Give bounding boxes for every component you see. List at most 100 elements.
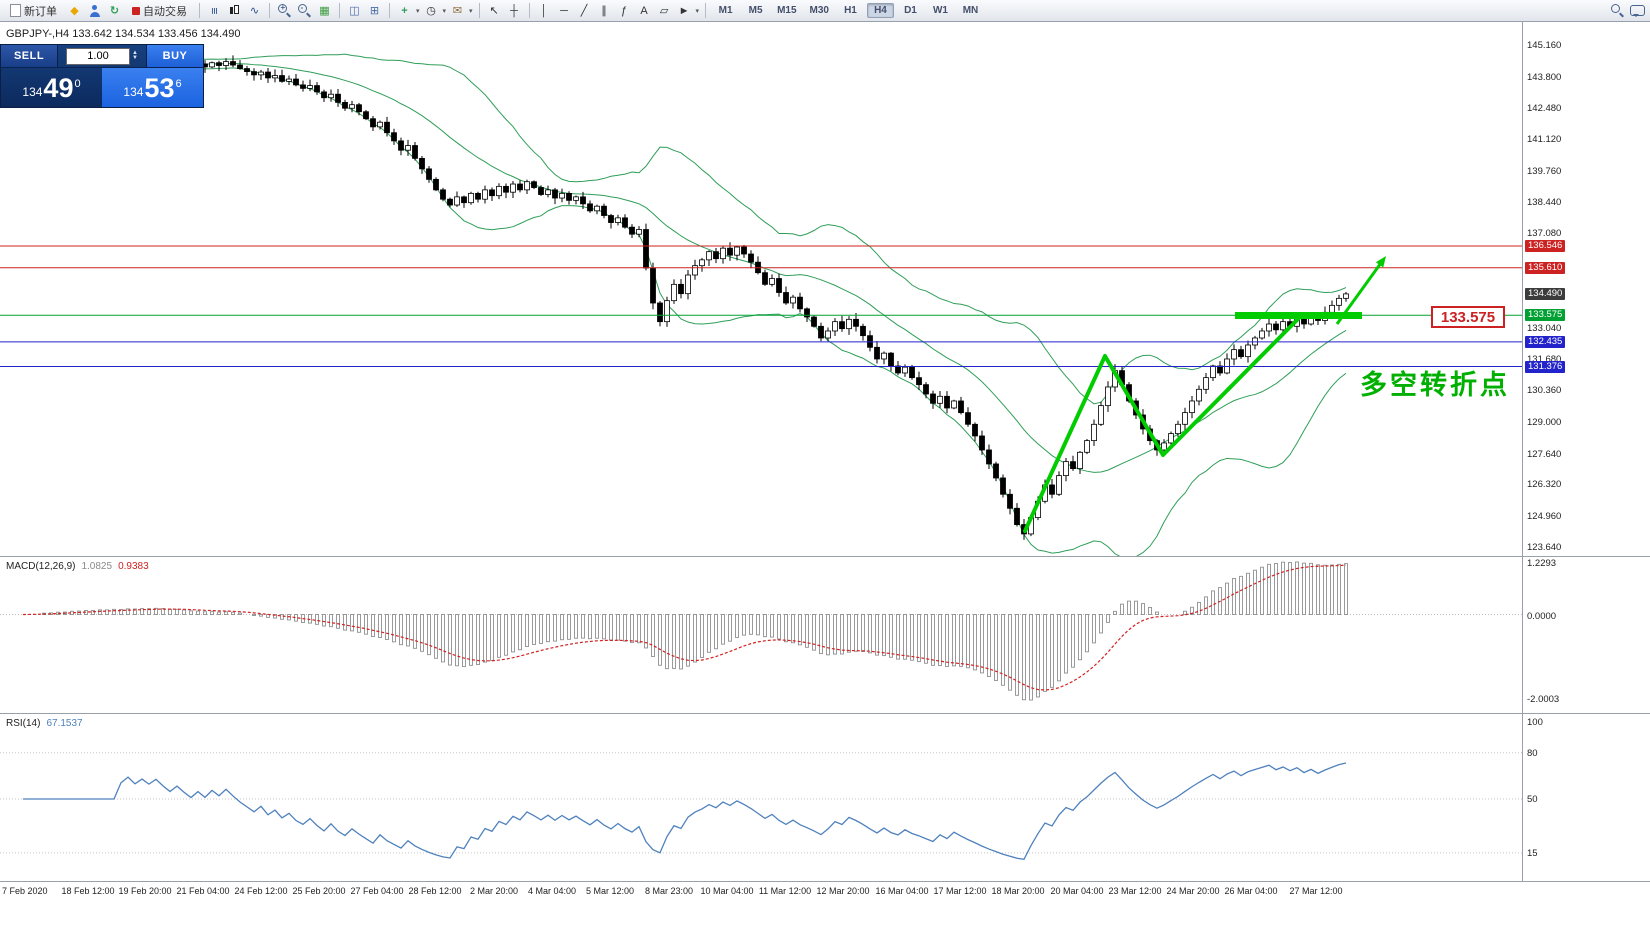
macd-histogram-bar: [133, 608, 137, 615]
price-axis-label-special: 136.546: [1525, 239, 1566, 252]
new-order-label: 新订单: [24, 5, 57, 18]
candlestick-chart-type-icon[interactable]: [226, 2, 243, 20]
panel-divider[interactable]: [0, 556, 1650, 557]
arrows-tool-icon[interactable]: ►: [678, 4, 690, 17]
template-icon[interactable]: ✉: [452, 5, 463, 17]
refresh-icon[interactable]: ↻: [109, 5, 120, 17]
time-axis-label: 2 Mar 20:00: [469, 886, 519, 896]
macd-histogram-bar: [203, 611, 207, 615]
rsi-indicator-chart[interactable]: [0, 714, 1522, 881]
macd-histogram-bar: [889, 614, 893, 658]
rsi-line: [23, 762, 1347, 860]
line-chart-type-icon[interactable]: ∿: [249, 5, 260, 17]
channel-tool-icon[interactable]: ∥: [601, 5, 607, 17]
metaquotes-icon[interactable]: ◆: [70, 5, 79, 17]
stepper-down-icon[interactable]: ▼: [132, 55, 138, 61]
volume-stepper[interactable]: ▲ ▼: [132, 50, 138, 61]
macd-indicator-chart[interactable]: [0, 557, 1522, 713]
tile-windows-icon[interactable]: ◫: [349, 5, 360, 17]
macd-histogram-bar: [329, 614, 333, 628]
support-bar: [1235, 312, 1362, 319]
text-tool-icon[interactable]: A: [640, 4, 648, 17]
vertical-line-tool-icon[interactable]: │: [540, 4, 548, 17]
axis-scale-label: 50: [1527, 794, 1538, 805]
macd-histogram-bar: [273, 614, 277, 619]
zoom-out-icon[interactable]: -: [296, 2, 313, 20]
candle-body: [846, 318, 852, 330]
candle-body: [853, 318, 859, 327]
timeframe-m15-button[interactable]: M15: [777, 5, 797, 16]
volume-input[interactable]: [66, 47, 131, 65]
candle-body: [643, 229, 649, 269]
axis-scale-label: 100: [1527, 717, 1543, 728]
chevron-down-icon[interactable]: ▾: [442, 7, 447, 15]
fibonacci-tool-icon[interactable]: ƒ: [620, 4, 628, 17]
cascade-windows-icon[interactable]: ⊞: [369, 5, 380, 17]
price-axis-label-special: 135.610: [1525, 261, 1566, 274]
chevron-down-icon[interactable]: ▾: [416, 7, 420, 15]
cursor-icon[interactable]: ↖: [489, 5, 499, 17]
trend-zigzag-line: [1023, 315, 1302, 533]
macd-histogram-bar: [343, 614, 347, 631]
macd-histogram-bar: [693, 614, 697, 663]
sell-button[interactable]: SELL: [1, 45, 58, 67]
macd-histogram-bar: [679, 614, 683, 670]
sell-price-display[interactable]: 134 49 0: [1, 68, 102, 107]
candle-body: [734, 246, 740, 256]
chevron-down-icon[interactable]: ▾: [469, 7, 473, 15]
panel-divider[interactable]: [0, 713, 1650, 714]
profile-icon[interactable]: [86, 2, 103, 20]
macd-histogram-bar: [1309, 562, 1313, 615]
candle-body: [1168, 433, 1174, 444]
new-order-button[interactable]: 新订单: [4, 1, 63, 21]
timeframe-m30-button[interactable]: M30: [809, 5, 829, 16]
horizontal-line-tool-icon[interactable]: ─: [560, 4, 568, 17]
time-axis[interactable]: 7 Feb 2020 18 Feb 12:00 19 Feb 20:00 21 Feb…: [0, 882, 1650, 902]
bar-chart-type-icon[interactable]: ≡: [207, 6, 222, 15]
timeframe-h1-button[interactable]: H1: [844, 5, 857, 16]
chat-icon[interactable]: [1629, 2, 1646, 20]
candle-body: [909, 366, 915, 379]
macd-histogram-bar: [707, 614, 711, 653]
crosshair-icon[interactable]: ┼: [510, 4, 518, 17]
candle-body: [258, 71, 264, 76]
candle-body: [1217, 365, 1223, 374]
autotrading-button[interactable]: 自动交易: [126, 1, 193, 21]
add-indicator-icon[interactable]: +: [401, 4, 408, 17]
chevron-down-icon[interactable]: ▾: [695, 7, 700, 15]
timeframe-m5-button[interactable]: M5: [748, 5, 763, 16]
trendline-tool-icon[interactable]: ╱: [580, 5, 588, 17]
bull-bear-turning-point-note[interactable]: 多空转折点: [1360, 370, 1510, 400]
sell-price-main: 49: [43, 72, 74, 103]
separator: [705, 3, 707, 18]
macd-histogram-bar: [763, 614, 767, 638]
price-axis[interactable]: 145.160 143.800 142.480 141.120 139.760 138.4…: [1524, 22, 1650, 902]
candle-body: [958, 400, 964, 414]
buy-button[interactable]: BUY: [146, 45, 203, 67]
separator: [269, 3, 270, 18]
timeframe-h4-button[interactable]: H4: [866, 3, 894, 18]
macd-histogram-bar: [882, 614, 886, 657]
zoom-in-icon[interactable]: +: [276, 2, 293, 20]
macd-histogram-bar: [357, 614, 361, 633]
search-icon[interactable]: [1609, 2, 1626, 20]
timeframe-d1-button[interactable]: D1: [904, 5, 917, 16]
axis-scale-label: 143.800: [1527, 71, 1562, 83]
macd-histogram-bar: [623, 614, 627, 642]
candle-body: [538, 187, 544, 195]
macd-histogram-bar: [735, 614, 739, 638]
stepper-up-icon[interactable]: ▲: [132, 50, 138, 56]
timeframe-m1-button[interactable]: M1: [718, 5, 733, 16]
grid-icon[interactable]: ▦: [319, 5, 330, 17]
main-price-chart[interactable]: [0, 22, 1522, 556]
timeframe-mn-button[interactable]: MN: [962, 5, 979, 16]
period-clock-icon[interactable]: ◷: [426, 5, 436, 17]
candle-body: [321, 91, 327, 99]
timeframe-w1-button[interactable]: W1: [932, 5, 948, 16]
price-level-callout[interactable]: 133.575: [1431, 306, 1505, 328]
candle-body: [307, 85, 313, 89]
buy-price-display[interactable]: 134 53 6: [102, 68, 203, 107]
macd-histogram-bar: [931, 614, 935, 666]
shapes-tool-icon[interactable]: ▱: [659, 5, 669, 17]
macd-histogram-bar: [1022, 614, 1026, 701]
